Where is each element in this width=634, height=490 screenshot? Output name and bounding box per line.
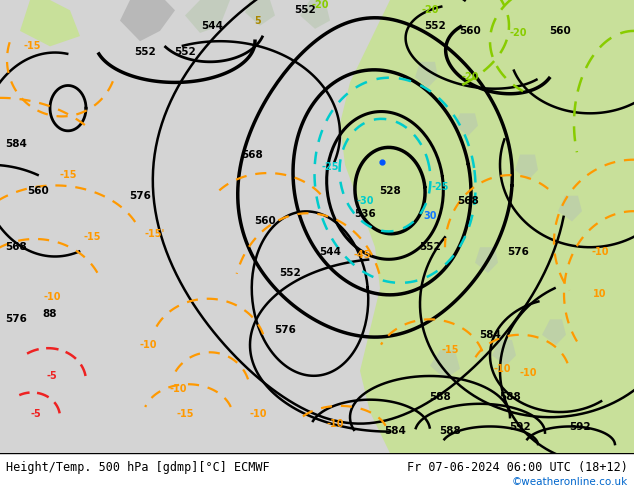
Text: -5: -5: [30, 409, 41, 419]
Text: 552: 552: [279, 268, 301, 278]
Text: 576: 576: [274, 325, 296, 335]
Text: -20: -20: [462, 72, 479, 82]
Polygon shape: [455, 113, 478, 136]
Text: 584: 584: [479, 330, 501, 340]
Text: -15: -15: [176, 409, 194, 419]
Text: 568: 568: [5, 242, 27, 252]
Text: 576: 576: [507, 247, 529, 257]
Text: 88: 88: [42, 309, 57, 319]
Text: 576: 576: [5, 315, 27, 324]
Text: 552: 552: [134, 47, 156, 56]
Text: Fr 07-06-2024 06:00 UTC (18+12): Fr 07-06-2024 06:00 UTC (18+12): [407, 461, 628, 474]
Text: 552: 552: [294, 5, 316, 15]
Text: 552: 552: [174, 47, 196, 56]
Text: 592: 592: [569, 422, 591, 433]
Text: -25: -25: [321, 162, 339, 172]
Polygon shape: [515, 154, 538, 180]
Text: -45: -45: [353, 250, 371, 261]
Text: 10: 10: [593, 289, 607, 298]
Polygon shape: [430, 350, 460, 379]
Text: 544: 544: [319, 247, 341, 257]
Text: 560: 560: [549, 26, 571, 36]
Text: -25: -25: [431, 182, 449, 193]
Text: -15: -15: [441, 345, 459, 355]
Text: 568: 568: [457, 196, 479, 206]
Polygon shape: [558, 196, 582, 221]
Text: -10: -10: [493, 364, 511, 374]
Text: -10: -10: [43, 292, 61, 302]
Text: -10: -10: [169, 384, 187, 394]
Text: 588: 588: [499, 392, 521, 402]
Text: 544: 544: [201, 21, 223, 31]
Polygon shape: [300, 0, 330, 29]
Text: -20: -20: [311, 0, 329, 10]
Text: 552: 552: [424, 21, 446, 31]
Polygon shape: [340, 0, 634, 453]
Text: -15': -15': [145, 229, 165, 239]
Text: -10: -10: [249, 409, 267, 419]
Polygon shape: [120, 0, 175, 41]
Text: -5: -5: [47, 371, 57, 381]
Text: 560: 560: [27, 186, 49, 196]
Polygon shape: [415, 62, 438, 88]
Text: 30: 30: [424, 211, 437, 221]
Text: -10: -10: [327, 419, 344, 429]
Text: -10: -10: [592, 247, 609, 257]
Text: ©weatheronline.co.uk: ©weatheronline.co.uk: [512, 477, 628, 487]
Text: -20: -20: [421, 5, 439, 15]
Text: -10: -10: [519, 368, 537, 378]
Text: 592: 592: [509, 422, 531, 433]
Polygon shape: [390, 0, 480, 41]
Text: -15: -15: [83, 232, 101, 242]
Text: 552: 552: [419, 242, 441, 252]
Text: -20: -20: [509, 28, 527, 38]
Text: 568: 568: [241, 149, 263, 160]
Text: -10: -10: [139, 340, 157, 350]
Text: -15: -15: [23, 41, 41, 51]
Text: Height/Temp. 500 hPa [gdmp][°C] ECMWF: Height/Temp. 500 hPa [gdmp][°C] ECMWF: [6, 461, 270, 474]
Text: 584: 584: [5, 139, 27, 149]
Polygon shape: [492, 340, 516, 366]
Text: -15: -15: [59, 170, 77, 180]
Text: 588: 588: [439, 426, 461, 436]
Polygon shape: [475, 247, 498, 273]
Text: 536: 536: [354, 209, 376, 219]
Text: 576: 576: [129, 191, 151, 201]
Text: 588: 588: [429, 392, 451, 402]
Polygon shape: [20, 0, 80, 47]
Text: 528: 528: [379, 186, 401, 196]
Polygon shape: [245, 0, 275, 26]
Text: 584: 584: [384, 426, 406, 436]
Text: 5: 5: [255, 16, 261, 25]
Text: 560: 560: [254, 217, 276, 226]
Text: 560: 560: [459, 26, 481, 36]
Text: -30: -30: [356, 196, 374, 206]
Polygon shape: [185, 0, 230, 33]
Polygon shape: [542, 319, 566, 345]
